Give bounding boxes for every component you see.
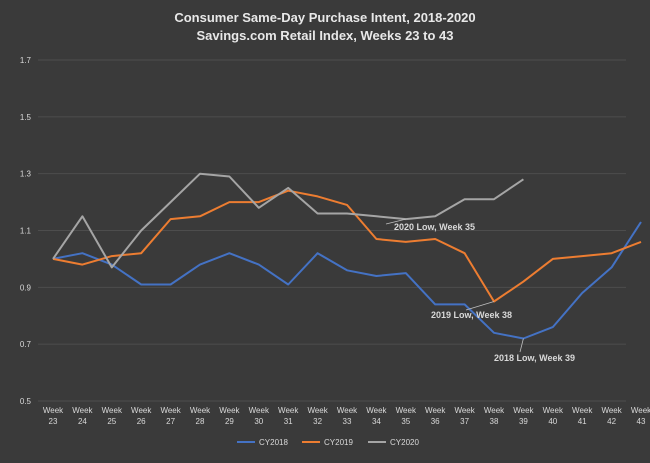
- annotation-leader: [385, 218, 406, 225]
- x-tick-label: 24: [78, 417, 87, 426]
- x-tick-label: Week: [366, 406, 387, 415]
- x-tick-label: Week: [190, 406, 211, 415]
- y-tick-label: 1.7: [20, 56, 32, 65]
- x-tick-label: 35: [401, 417, 410, 426]
- x-tick-label: Week: [396, 406, 417, 415]
- x-tick-label: Week: [337, 406, 358, 415]
- x-tick-label: 36: [431, 417, 440, 426]
- x-axis-ticks: Week 23 Week 24 Week 25 Week 26 Week 27 Week 28 Week…: [43, 406, 650, 426]
- x-tick-label: Week: [454, 406, 475, 415]
- x-tick-label: 33: [343, 417, 352, 426]
- series-line-cy2020: [52, 172, 524, 269]
- annotation-label: 2020 Low, Week 35: [394, 222, 475, 232]
- y-tick-label: 0.5: [20, 397, 32, 406]
- legend-label: CY2018: [259, 438, 288, 447]
- x-tick-label: Week: [484, 406, 505, 415]
- legend: CY2018 CY2019 CY2020: [237, 438, 419, 447]
- y-axis-ticks: 0.5 0.7 0.9 1.1 1.3 1.5 1.7: [20, 56, 32, 406]
- y-tick-label: 0.7: [20, 340, 32, 349]
- x-tick-label: Week: [160, 406, 181, 415]
- x-tick-label: Week: [249, 406, 270, 415]
- x-tick-label: 26: [137, 417, 146, 426]
- x-tick-label: 30: [254, 417, 263, 426]
- x-tick-label: 40: [548, 417, 557, 426]
- y-tick-label: 1.1: [20, 227, 32, 236]
- x-tick-label: 29: [225, 417, 234, 426]
- annotation-label: 2018 Low, Week 39: [494, 353, 575, 363]
- legend-label: CY2020: [390, 438, 419, 447]
- x-tick-label: Week: [43, 406, 64, 415]
- y-tick-label: 0.9: [20, 283, 32, 292]
- x-tick-label: 34: [372, 417, 381, 426]
- x-tick-label: 32: [313, 417, 322, 426]
- x-tick-label: Week: [631, 406, 650, 415]
- y-tick-label: 1.3: [20, 170, 32, 179]
- legend-label: CY2019: [324, 438, 353, 447]
- y-tick-label: 1.5: [20, 113, 32, 122]
- series-lines: [52, 172, 642, 340]
- x-tick-label: 42: [607, 417, 616, 426]
- x-tick-label: Week: [219, 406, 240, 415]
- x-tick-label: Week: [278, 406, 299, 415]
- x-tick-label: 39: [519, 417, 528, 426]
- series-line-cy2019: [52, 189, 642, 303]
- x-tick-label: Week: [572, 406, 593, 415]
- annotation-leader: [519, 338, 524, 353]
- x-tick-label: 25: [107, 417, 116, 426]
- x-tick-label: Week: [307, 406, 328, 415]
- chart-title: Consumer Same-Day Purchase Intent, 2018-…: [174, 10, 476, 25]
- annotation-leader: [465, 301, 495, 311]
- x-tick-label: 28: [196, 417, 205, 426]
- x-tick-label: 31: [284, 417, 293, 426]
- x-tick-label: 23: [49, 417, 58, 426]
- x-tick-label: Week: [72, 406, 93, 415]
- chart-subtitle: Savings.com Retail Index, Weeks 23 to 43: [196, 28, 454, 43]
- annotations: 2020 Low, Week 35 2019 Low, Week 38 2018 L…: [385, 218, 575, 363]
- x-tick-label: Week: [601, 406, 622, 415]
- x-tick-label: 37: [460, 417, 469, 426]
- grid-lines: [38, 59, 626, 402]
- x-tick-label: Week: [102, 406, 123, 415]
- x-tick-label: Week: [513, 406, 534, 415]
- x-tick-label: 43: [637, 417, 646, 426]
- x-tick-label: 27: [166, 417, 175, 426]
- annotation-label: 2019 Low, Week 38: [431, 310, 512, 320]
- x-tick-label: 38: [490, 417, 499, 426]
- x-tick-label: Week: [543, 406, 564, 415]
- series-line-cy2018: [52, 221, 642, 340]
- x-tick-label: 41: [578, 417, 587, 426]
- x-tick-label: Week: [425, 406, 446, 415]
- x-tick-label: Week: [131, 406, 152, 415]
